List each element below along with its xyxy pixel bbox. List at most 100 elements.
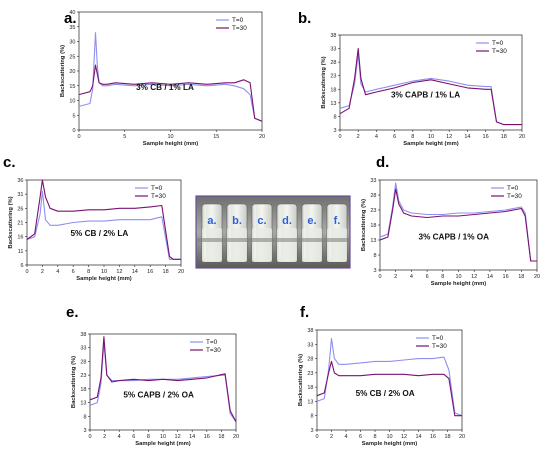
y-tick-label: 3	[373, 268, 376, 274]
x-tick-label: 2	[330, 434, 333, 440]
vial-contents	[252, 228, 272, 262]
y-tick-label: 38	[330, 33, 336, 39]
series-line-T=0	[78, 32, 263, 122]
x-tick-label: 4	[118, 434, 121, 440]
chart-panel-3: c. 0 2 4 6 8 10 12 14 16 18 20 6 11 16 21 26 31 36 Sample h…	[3, 154, 184, 282]
x-tick-label: 4	[410, 274, 413, 280]
y-tick-label: 26	[17, 206, 23, 212]
x-tick-label: 4	[375, 134, 378, 140]
x-tick-label: 8	[373, 434, 376, 440]
vial-contents	[227, 228, 247, 262]
x-tick-label: 10	[386, 434, 392, 440]
panel-letter: c.	[3, 154, 16, 171]
x-axis-label: Sample height (mm)	[362, 441, 417, 447]
rack-bar	[197, 238, 349, 242]
legend-label: T=0	[507, 185, 519, 192]
x-tick-label: 18	[444, 434, 450, 440]
y-tick-label: 33	[370, 178, 376, 184]
y-tick-label: 23	[370, 208, 376, 214]
vial-contents	[327, 228, 347, 262]
x-tick-label: 2	[103, 434, 106, 440]
y-axis-label: Backscattering (%)	[60, 45, 66, 97]
x-tick-label: 18	[218, 434, 224, 440]
x-tick-label: 16	[430, 434, 436, 440]
legend-label: T=30	[232, 25, 247, 32]
series-line-T=0	[379, 182, 537, 262]
chart-panel-5: e.0 2 4 6 8 10 12 14 16 18 2038131823283338Sample …	[66, 304, 239, 447]
x-tick-label: 14	[132, 269, 138, 275]
chart-panel-2: b.0 2 4 6 8 10 12 14 16 18 2038131823283338Sample …	[298, 10, 525, 147]
y-tick-label: 40	[69, 10, 75, 16]
sample-annotation: 5% CB / 2% LA	[70, 229, 128, 238]
y-tick-label: 28	[370, 193, 376, 199]
vial-label: f.	[334, 215, 341, 227]
legend-label: T=30	[206, 347, 221, 354]
y-tick-label: 10	[69, 99, 75, 105]
y-tick-label: 3	[333, 128, 336, 134]
y-tick-label: 23	[307, 371, 313, 377]
y-tick-label: 28	[80, 359, 86, 365]
y-tick-label: 8	[310, 414, 313, 420]
series-line-T=30	[78, 64, 263, 122]
y-tick-label: 33	[80, 346, 86, 352]
x-tick-label: 2	[394, 274, 397, 280]
series-line-T=30	[316, 360, 462, 417]
x-axis-label: Sample height (mm)	[76, 276, 131, 282]
x-tick-label: 14	[464, 134, 470, 140]
x-tick-label: 20	[459, 434, 465, 440]
vial-6: f.	[326, 203, 348, 263]
y-tick-label: 13	[370, 238, 376, 244]
legend-label: T=0	[151, 185, 163, 192]
x-tick-label: 2	[41, 269, 44, 275]
y-tick-label: 18	[330, 87, 336, 93]
vial-label: a.	[207, 215, 216, 227]
y-tick-label: 23	[330, 74, 336, 80]
x-tick-label: 10	[428, 134, 434, 140]
sample-annotation: 5% CAPB / 2% OA	[123, 390, 194, 399]
y-tick-label: 25	[69, 54, 75, 60]
vial-contents	[302, 228, 322, 262]
vial-3: c.	[251, 203, 273, 263]
series-line-T=30	[89, 336, 237, 423]
x-tick-label: 12	[471, 274, 477, 280]
x-tick-label: 0	[25, 269, 28, 275]
series-line-T=30	[26, 179, 181, 260]
panel-letter: b.	[298, 10, 311, 27]
x-tick-label: 10	[160, 434, 166, 440]
y-tick-label: 36	[17, 178, 23, 184]
x-axis-label: Sample height (mm)	[135, 441, 190, 447]
vial-label: e.	[307, 215, 316, 227]
sample-annotation: 3% CAPB / 1% OA	[419, 232, 490, 241]
x-tick-label: 16	[483, 134, 489, 140]
x-tick-label: 12	[175, 434, 181, 440]
y-axis-label: Backscattering (%)	[71, 356, 77, 408]
x-tick-label: 8	[441, 274, 444, 280]
x-tick-label: 10	[167, 134, 173, 140]
x-tick-label: 6	[359, 434, 362, 440]
x-tick-label: 0	[338, 134, 341, 140]
x-tick-label: 14	[487, 274, 493, 280]
x-tick-label: 6	[393, 134, 396, 140]
vial-4: d.	[276, 203, 298, 263]
legend-label: T=0	[206, 339, 218, 346]
vial-label: c.	[257, 215, 266, 227]
y-tick-label: 8	[333, 114, 336, 120]
y-tick-label: 38	[307, 328, 313, 334]
x-tick-label: 18	[518, 274, 524, 280]
x-tick-label: 16	[147, 269, 153, 275]
y-axis-label: Backscattering (%)	[321, 56, 327, 108]
x-tick-label: 4	[344, 434, 347, 440]
y-axis-label: Backscattering (%)	[8, 196, 14, 248]
x-tick-label: 14	[415, 434, 421, 440]
y-tick-label: 5	[72, 113, 75, 119]
x-tick-label: 18	[501, 134, 507, 140]
chart-panel-1: a. 0 5 10 15 20 0 5 10 15 20 25 30 35 40 Sample height …	[60, 10, 265, 147]
legend-label: T=30	[492, 48, 507, 55]
vial-label: b.	[232, 215, 242, 227]
series-line-T=0	[316, 338, 463, 417]
y-tick-label: 33	[330, 47, 336, 53]
sample-annotation: 3% CB / 1% LA	[136, 83, 194, 92]
legend-label: T=30	[507, 193, 522, 200]
y-tick-label: 0	[72, 128, 75, 134]
